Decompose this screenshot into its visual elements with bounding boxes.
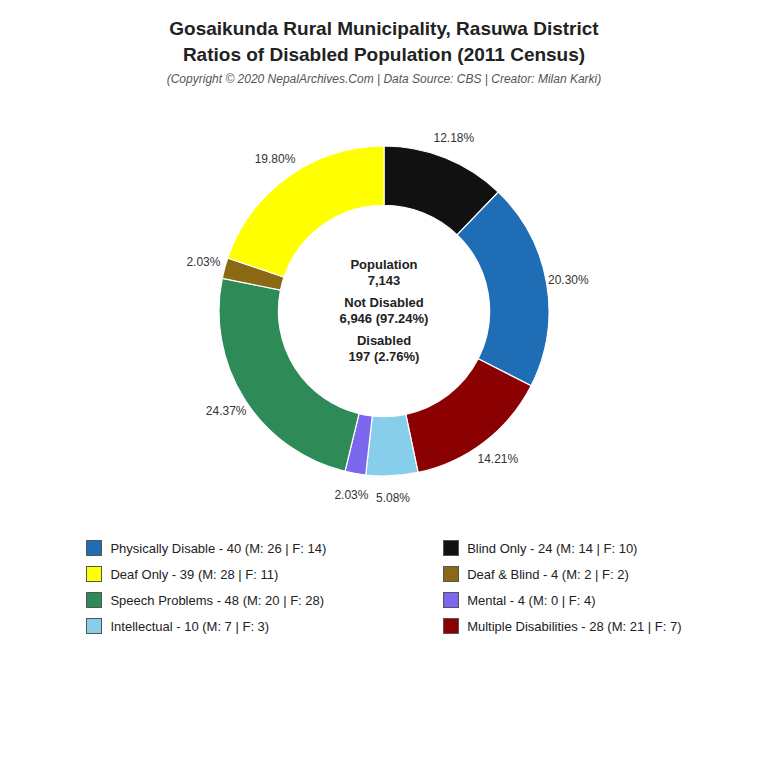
html-text:Gosaikunda Rural Municipality,: Gosaikunda Rural Municipality, Rasuwa Di… [169, 18, 599, 39]
svg-text:5.08%: 5.08% [376, 491, 410, 505]
html-text:Ratios of Disabled Population: Ratios of Disabled Population (2011 Cens… [182, 44, 586, 65]
html-text:Speech Problems - 48 (M: 20 |: Speech Problems - 48 (M: 20 | F: 28) [110, 592, 325, 608]
html-text:Population: Population [350, 257, 418, 272]
svg-text:12.18%: 12.18% [433, 131, 474, 145]
html-text:Blind Only - 24 (M: 14 | F: 10: Blind Only - 24 (M: 14 | F: 10) [467, 540, 638, 556]
html-text:Not Disabled: Not Disabled [344, 295, 424, 310]
svg-text:14.21%: 14.21% [477, 452, 518, 466]
html-text:Deaf Only - 39 (M: 28 | F: 11): Deaf Only - 39 (M: 28 | F: 11) [110, 566, 279, 582]
svg-text:20.30%: 20.30% [548, 273, 589, 287]
svg-text:2.03%: 2.03% [186, 255, 220, 269]
html-text:(Copyright © 2020 NepalArchive: (Copyright © 2020 NepalArchives.Com | Da… [166, 72, 602, 86]
svg-text:19.80%: 19.80% [255, 152, 296, 166]
svg-text:2.03%: 2.03% [334, 488, 368, 502]
html-text:Physically Disable - 40 (M: 26: Physically Disable - 40 (M: 26 | F: 14) [110, 540, 327, 556]
html-text:Intellectual - 10 (M: 7 | F: 3: Intellectual - 10 (M: 7 | F: 3) [110, 618, 270, 634]
html-text:Multiple Disabilities - 28 (M:: Multiple Disabilities - 28 (M: 21 | F: 7… [467, 618, 682, 634]
html-text:Disabled: Disabled [356, 333, 412, 348]
html-text:7,143: 7,143 [367, 273, 401, 288]
html-text:Deaf & Blind - 4 (M: 2 | F: 2): Deaf & Blind - 4 (M: 2 | F: 2) [467, 566, 629, 582]
html-text:197 (2.76%): 197 (2.76%) [348, 349, 420, 364]
svg-text:24.37%: 24.37% [206, 404, 247, 418]
html-text:Mental - 4 (M: 0 | F: 4): Mental - 4 (M: 0 | F: 4) [467, 592, 596, 608]
html-text:6,946 (97.24%): 6,946 (97.24%) [339, 311, 429, 326]
